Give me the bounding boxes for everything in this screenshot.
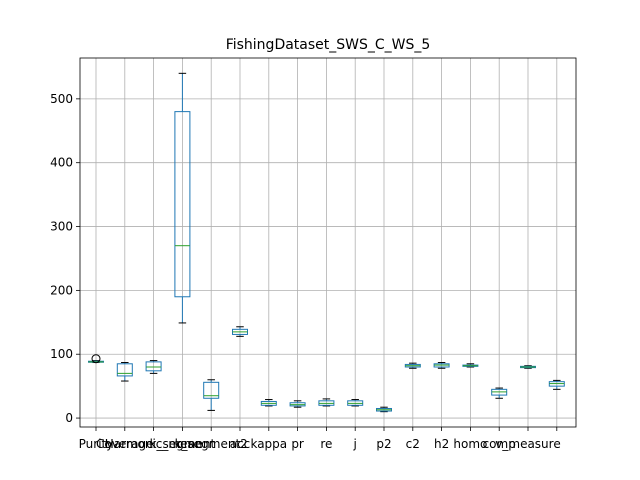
- x-tick-label: v_measure: [495, 437, 560, 451]
- x-tick-label: kappa: [250, 437, 287, 451]
- y-tick-label: 500: [50, 92, 73, 106]
- x-tick-label: c2: [406, 437, 420, 451]
- box-iqr: [203, 381, 220, 399]
- x-tick-label: k_segment2: [175, 437, 248, 451]
- x-tick-label: k_segment: [150, 437, 216, 451]
- y-tick-label: 100: [50, 347, 73, 361]
- x-tick-label: acc: [230, 437, 251, 451]
- box-iqr: [174, 111, 191, 298]
- box-group: [376, 406, 392, 413]
- box-flier: [91, 354, 101, 364]
- x-tick-label: h2: [434, 437, 449, 451]
- box-group: [145, 360, 162, 374]
- x-tick-label: j: [353, 437, 357, 451]
- box-group: [116, 362, 133, 382]
- box-group: [289, 400, 306, 408]
- box-group: [520, 365, 536, 369]
- box-group: [404, 362, 421, 369]
- box-group: [174, 72, 191, 324]
- chart-title: FishingDataset_SWS_C_WS_5: [226, 37, 431, 53]
- box-iqr: [116, 363, 133, 377]
- box-group: [232, 326, 248, 337]
- grid-layer: [80, 58, 576, 427]
- box-group: [260, 399, 277, 407]
- x-tick-label: pr: [291, 437, 304, 451]
- y-tick-label: 300: [50, 220, 73, 234]
- y-tick-label: 400: [50, 156, 73, 170]
- y-axis: 0 100 200 300 400 500: [50, 92, 80, 425]
- box-group: [548, 379, 565, 390]
- box-group: [203, 379, 220, 411]
- x-tick-label: re: [320, 437, 332, 451]
- x-tick-label: Coverage: [96, 437, 154, 451]
- box-group: [347, 399, 364, 407]
- box-group: [318, 398, 335, 407]
- box-iqr: [145, 361, 162, 372]
- box-group: [491, 387, 508, 399]
- plot-frame: [79, 57, 577, 428]
- y-tick-label: 0: [65, 411, 73, 425]
- x-axis: PurityCoverageHarmonic_meank_segmentk_se…: [79, 427, 561, 451]
- box-group: [88, 354, 104, 364]
- x-tick-label: Purity: [79, 437, 114, 451]
- x-tick-label: p2: [376, 437, 391, 451]
- y-tick-label: 200: [50, 283, 73, 297]
- box-group: [433, 362, 450, 369]
- x-tick-label: comp: [483, 437, 516, 451]
- x-tick-label: homo: [453, 437, 487, 451]
- box-layer: [88, 72, 565, 413]
- box-group: [462, 363, 479, 368]
- x-tick-label: Harmonic_mean: [105, 437, 203, 451]
